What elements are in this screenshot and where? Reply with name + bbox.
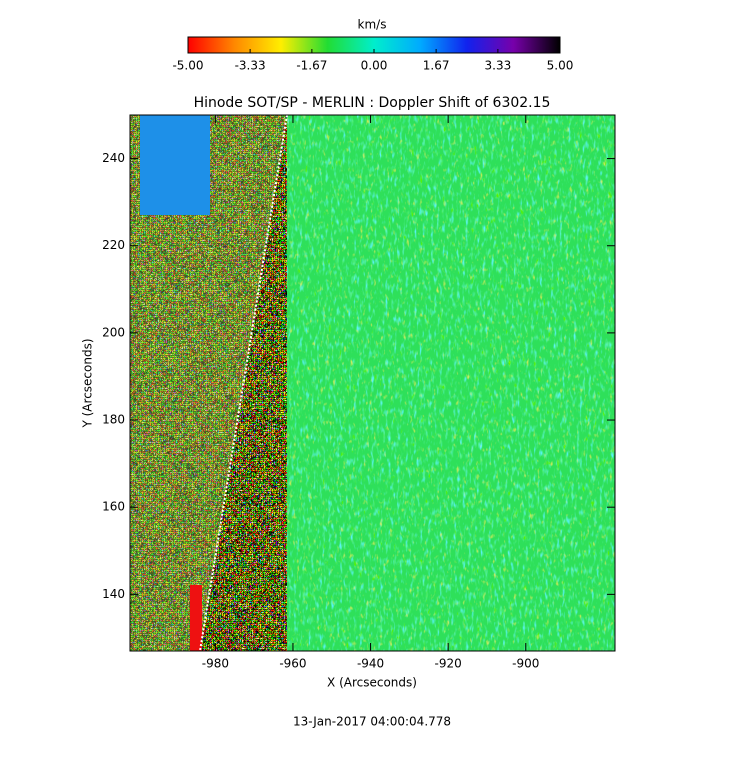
colorbar-tick-label: -3.33 (235, 59, 266, 73)
y-tick-label: 200 (102, 325, 125, 339)
x-tick-label: -940 (357, 657, 384, 671)
y-tick-label: 180 (102, 413, 125, 427)
footer-date: 13-Jan-2017 04:00:04.778 (293, 715, 451, 729)
y-tick-label: 140 (102, 587, 125, 601)
x-tick-label: -900 (512, 657, 539, 671)
doppler-image (130, 115, 615, 651)
x-tick-label: -920 (435, 657, 462, 671)
colorbar-label: km/s (358, 18, 387, 32)
colorbar-tick-label: -5.00 (172, 59, 203, 73)
x-tick-label: -980 (202, 657, 229, 671)
colorbar-tick-label: 5.00 (547, 59, 574, 73)
colorbar-tick-label: 0.00 (361, 59, 388, 73)
chart-title: Hinode SOT/SP - MERLIN : Doppler Shift o… (194, 95, 551, 111)
plot-frame (129, 114, 616, 652)
x-tick-label: -960 (279, 657, 306, 671)
y-axis-label: Y (Arcseconds) (81, 338, 95, 428)
x-axis-label: X (Arcseconds) (327, 676, 417, 690)
y-tick-label: 160 (102, 500, 125, 514)
colorbar-tick-label: 1.67 (423, 59, 450, 73)
y-tick-label: 220 (102, 238, 125, 252)
colorbar-tick-label: 3.33 (485, 59, 512, 73)
y-tick-label: 240 (102, 151, 125, 165)
colorbar-tick-label: -1.67 (296, 59, 327, 73)
